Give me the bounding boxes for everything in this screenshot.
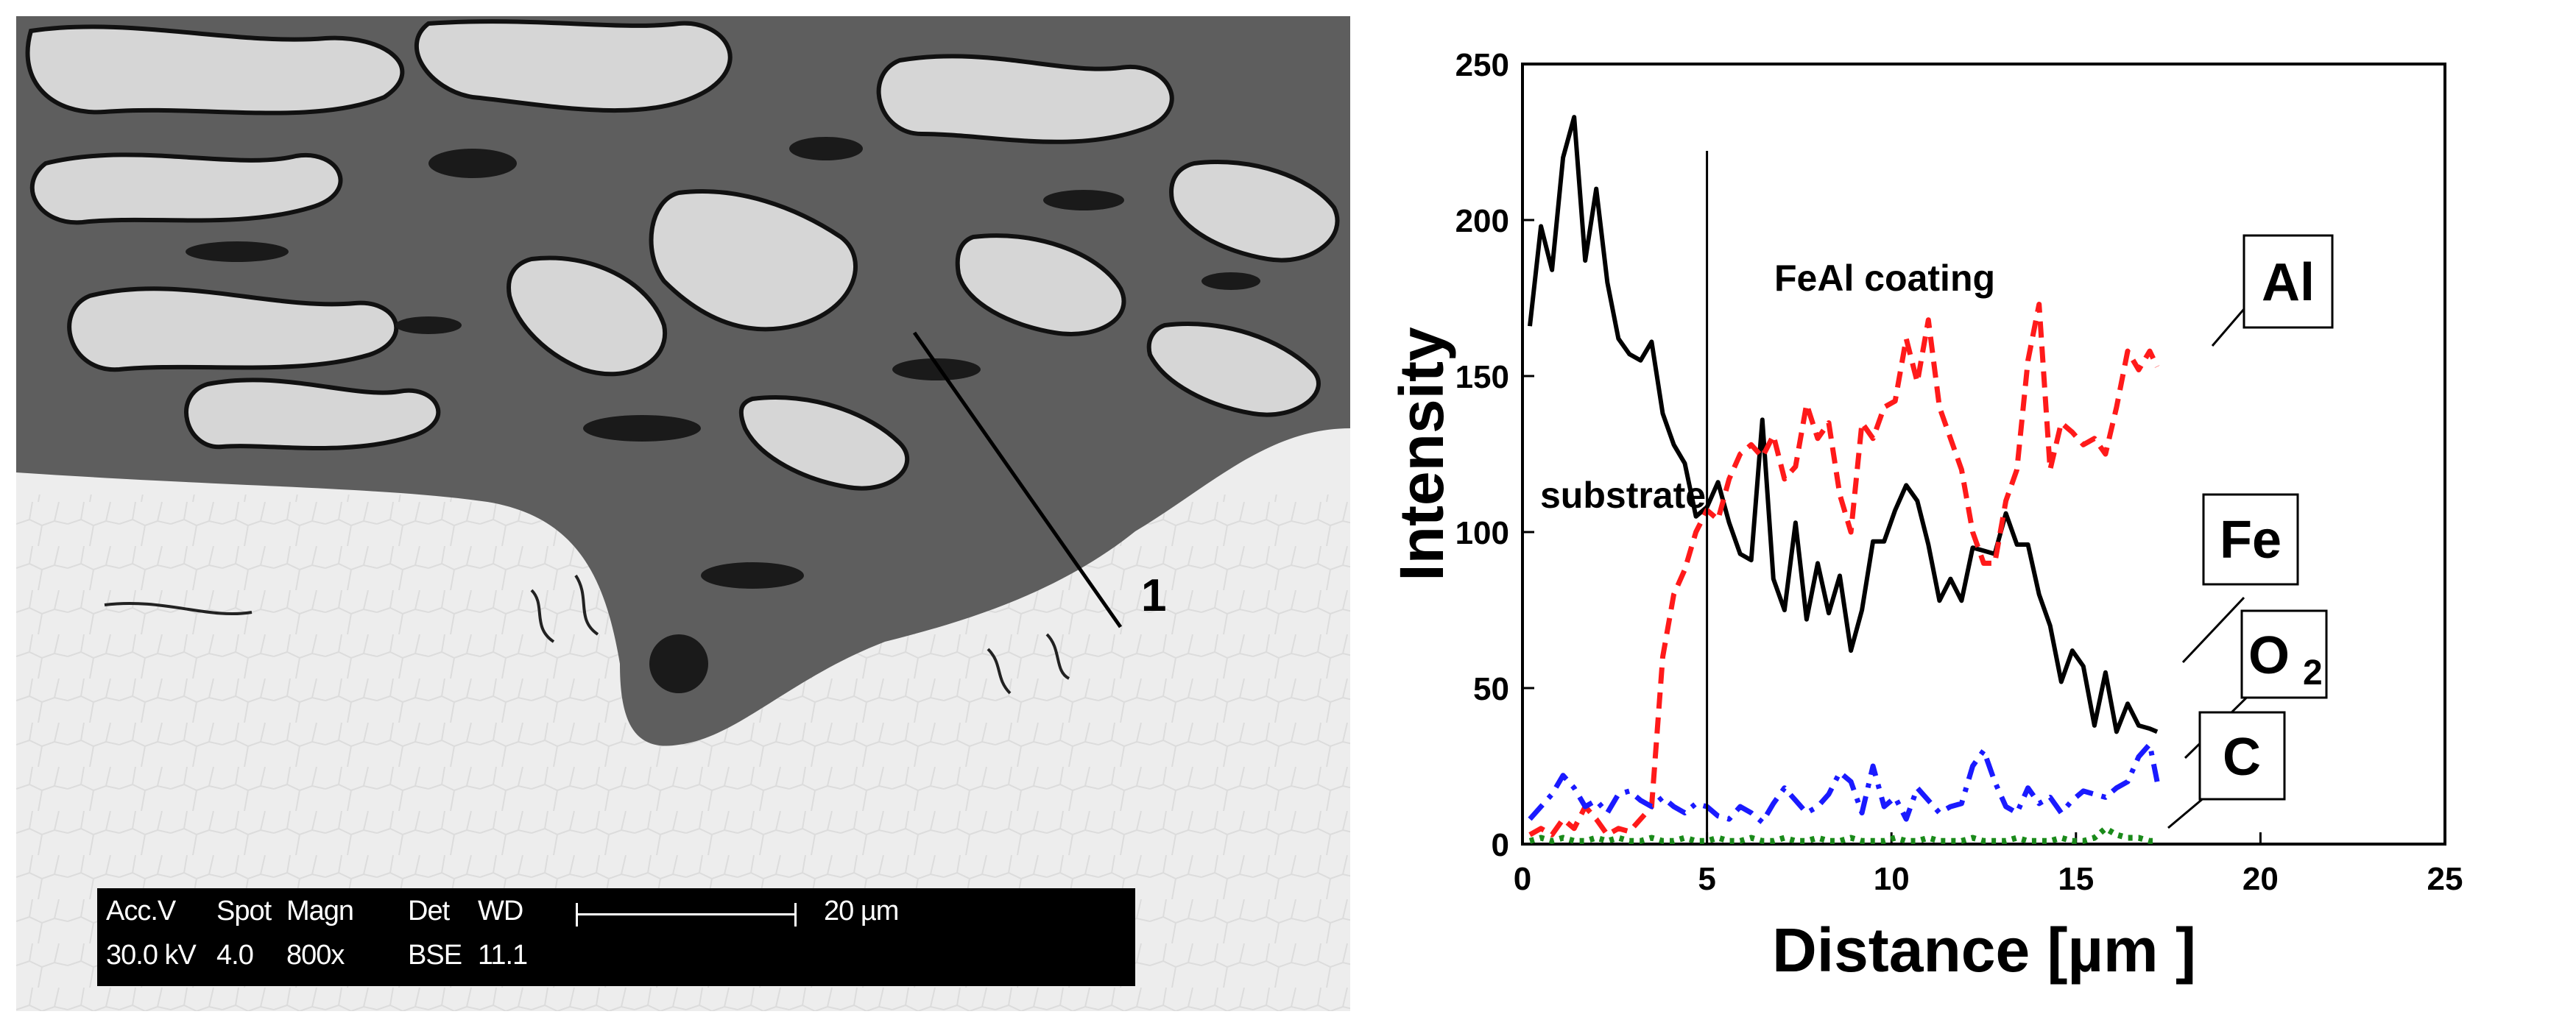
sem-micrograph: 1 Acc.V Spot Magn Det WD 20 µm 30.0 kV 4… <box>16 16 1350 1011</box>
databar-spot-label: Spot <box>216 896 272 927</box>
plot-frame <box>1521 63 2446 846</box>
scale-bar-label: 20 µm <box>824 896 899 927</box>
line-scan-marker: 1 <box>1141 570 1166 621</box>
series-line-fe <box>1528 115 2159 734</box>
o2-label-subscript: 2 <box>2303 653 2323 692</box>
sem-image-artwork: 1 <box>16 16 1350 1011</box>
x-tick-label: 5 <box>1698 861 1715 897</box>
y-tick-label: 250 <box>1455 47 1509 83</box>
y-tick-label: 150 <box>1455 359 1509 395</box>
x-tick-label: 15 <box>2058 861 2094 897</box>
al-label-group: Al <box>2211 234 2334 347</box>
sem-databar: Acc.V Spot Magn Det WD 20 µm 30.0 kV 4.0… <box>97 888 1135 986</box>
y-tick-label: 100 <box>1455 515 1509 551</box>
series-layer <box>1528 115 2160 844</box>
x-axis-label: Distance [µm ] <box>1772 915 2196 985</box>
databar-wd-value: 11.1 <box>478 940 528 971</box>
series-line-o2 <box>1528 741 2160 825</box>
x-tick-label: 0 <box>1514 861 1531 897</box>
x-tick-label: 20 <box>2242 861 2279 897</box>
coating-annotation: FeAl coating <box>1774 258 1995 299</box>
c-label-group: C <box>2167 711 2286 829</box>
databar-spot-value: 4.0 <box>216 940 254 971</box>
o2-label-base: O <box>2248 626 2290 685</box>
substrate-annotation: substrate <box>1540 475 1706 516</box>
o2-series-label: O <box>2248 626 2290 685</box>
databar-acc-v-label: Acc.V <box>106 896 176 927</box>
y-axis-label: Intensity <box>1387 327 1456 581</box>
fe-label-group: Fe <box>2181 493 2299 664</box>
fe-series-label: Fe <box>2220 511 2282 570</box>
y-tick-label: 200 <box>1455 203 1509 239</box>
x-tick-label: 25 <box>2427 861 2463 897</box>
databar-wd-label: WD <box>478 896 523 927</box>
databar-det-value: BSE <box>408 940 462 971</box>
databar-magn-value: 800x <box>286 940 345 971</box>
x-tick-label: 10 <box>1874 861 1910 897</box>
series-line-al <box>1528 302 2160 837</box>
al-series-label: Al <box>2262 253 2315 312</box>
databar-acc-v-value: 30.0 kV <box>106 940 197 971</box>
databar-det-label: Det <box>408 896 450 927</box>
y-tick-label: 50 <box>1473 671 1509 707</box>
y-tick-label: 0 <box>1492 827 1509 863</box>
databar-magn-label: Magn <box>286 896 354 927</box>
scale-bar <box>576 903 797 927</box>
databar-row-labels: Acc.V Spot Magn Det WD 20 µm <box>106 897 899 934</box>
series-line-c <box>1528 825 2158 844</box>
databar-row-values: 30.0 kV 4.0 800x BSE 11.1 <box>106 941 528 978</box>
c-series-label: C <box>2223 728 2261 787</box>
